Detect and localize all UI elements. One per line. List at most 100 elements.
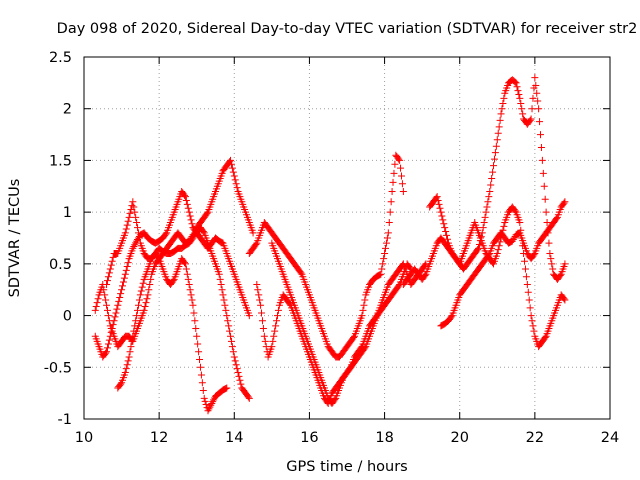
data-point <box>526 116 534 124</box>
data-point <box>184 204 192 212</box>
data-point <box>549 265 557 273</box>
data-point <box>186 286 194 294</box>
data-point <box>222 384 230 392</box>
data-point <box>228 164 236 172</box>
data-point <box>482 208 490 216</box>
data-point <box>376 271 384 279</box>
data-point <box>383 234 391 242</box>
data-point <box>219 291 227 299</box>
data-point <box>119 282 127 290</box>
data-point <box>93 299 101 307</box>
data-point <box>442 228 450 236</box>
data-point <box>539 169 547 177</box>
data-point <box>249 229 257 237</box>
data-point <box>205 405 213 413</box>
data-point <box>135 234 143 242</box>
data-point <box>123 361 131 369</box>
data-point <box>102 296 110 304</box>
x-tick-label: 14 <box>225 430 243 446</box>
data-point <box>126 348 134 356</box>
data-point <box>260 332 268 340</box>
data-point <box>134 224 142 232</box>
data-point <box>523 281 531 289</box>
data-point <box>516 94 524 102</box>
data-point <box>169 277 177 285</box>
data-point <box>129 244 137 252</box>
data-point <box>521 257 529 265</box>
y-tick-labels: -1 -0.5 0 0.5 1 1.5 2 2.5 <box>44 50 72 428</box>
data-point <box>108 257 116 265</box>
series-track-7 <box>268 239 430 407</box>
data-point <box>382 244 390 252</box>
data-point <box>127 343 135 351</box>
data-point <box>552 215 560 223</box>
data-point <box>92 303 100 311</box>
data-point <box>122 365 130 373</box>
data-point <box>224 317 232 325</box>
data-point <box>181 191 189 199</box>
data-point <box>515 90 523 98</box>
data-point <box>379 260 387 268</box>
data-point <box>252 240 260 248</box>
data-point <box>519 110 527 118</box>
data-point <box>103 281 111 289</box>
data-point <box>244 393 252 401</box>
data-point <box>227 160 235 168</box>
data-point <box>395 282 403 290</box>
data-point <box>488 175 496 183</box>
data-point <box>484 198 492 206</box>
data-point <box>513 83 521 91</box>
data-point <box>256 296 264 304</box>
data-point <box>495 123 503 131</box>
data-point <box>142 299 150 307</box>
data-point <box>110 317 118 325</box>
data-point <box>228 343 236 351</box>
data-point <box>533 89 541 97</box>
data-point <box>395 155 403 163</box>
data-point <box>227 337 235 345</box>
data-point <box>123 262 131 270</box>
data-point <box>434 197 442 205</box>
data-point <box>390 169 398 177</box>
data-point <box>245 394 253 402</box>
data-point <box>201 397 209 405</box>
data-point <box>514 87 522 95</box>
data-point <box>200 394 208 402</box>
data-point <box>136 291 144 299</box>
data-point <box>230 172 238 180</box>
data-point <box>128 337 136 345</box>
data-point <box>215 270 223 278</box>
data-point <box>196 363 204 371</box>
data-point <box>378 265 386 273</box>
data-point <box>269 337 277 345</box>
data-point <box>145 286 153 294</box>
data-point <box>527 312 535 320</box>
data-point <box>232 180 240 188</box>
data-point <box>231 176 239 184</box>
data-point <box>124 259 132 267</box>
data-point <box>385 218 393 226</box>
data-point <box>511 78 519 86</box>
data-point <box>188 220 196 228</box>
data-point <box>190 309 198 317</box>
data-point <box>129 198 137 206</box>
data-point <box>222 306 230 314</box>
data-point <box>560 295 568 303</box>
data-point <box>94 295 102 303</box>
data-point <box>358 312 366 320</box>
data-point <box>116 293 124 301</box>
data-point <box>480 218 488 226</box>
x-tick-label: 18 <box>375 430 393 446</box>
data-point <box>223 312 231 320</box>
data-point <box>443 231 451 239</box>
data-point <box>229 168 237 176</box>
data-point <box>103 306 111 314</box>
data-point <box>545 239 553 247</box>
data-point <box>360 301 368 309</box>
data-point <box>233 365 241 373</box>
data-point <box>131 322 139 330</box>
y-tick-label: -0.5 <box>44 360 72 376</box>
data-point <box>107 328 115 336</box>
data-point <box>331 396 339 404</box>
